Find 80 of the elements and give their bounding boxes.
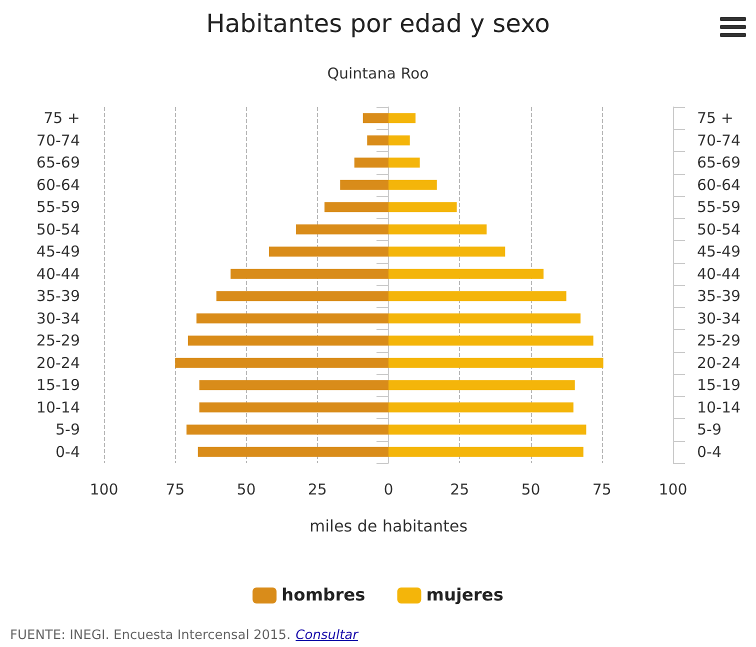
bar xyxy=(388,313,581,324)
chart-title: Habitantes por edad y sexo xyxy=(206,9,550,38)
y-tick-label: 50-54 xyxy=(697,220,741,238)
bar xyxy=(269,246,388,257)
bar xyxy=(388,446,584,457)
y-tick-label: 70-74 xyxy=(697,131,741,150)
y-tick-label: 0-4 xyxy=(697,442,722,461)
legend-label: hombres xyxy=(282,586,366,606)
y-tick-label: 45-49 xyxy=(697,242,741,261)
bar xyxy=(367,135,388,146)
source-note: FUENTE: INEGI. Encuesta Intercensal 2015. xyxy=(10,628,291,643)
bar xyxy=(388,158,420,168)
bar xyxy=(388,180,437,190)
bar xyxy=(388,424,586,435)
x-tick-label: 100 xyxy=(658,480,688,498)
y2-tick-label: 35-39 xyxy=(36,287,80,306)
x-tick-label: 75 xyxy=(166,480,185,498)
y2-tick-label: 20-24 xyxy=(36,354,80,372)
y-tick-label: 25-29 xyxy=(697,332,741,350)
bar xyxy=(230,268,388,279)
bar xyxy=(216,291,388,302)
y-tick-label: 30-34 xyxy=(697,309,741,328)
legend-label: mujeres xyxy=(426,586,504,606)
x-tick-label: 0 xyxy=(384,480,394,498)
y2-tick-label: 40-44 xyxy=(36,264,80,283)
bar xyxy=(388,135,410,146)
bar xyxy=(388,268,544,279)
bar xyxy=(388,402,574,412)
bar xyxy=(388,113,416,124)
bar xyxy=(199,402,388,412)
y2-tick-label: 30-34 xyxy=(36,309,80,328)
bar xyxy=(354,158,388,168)
y2-tick-label: 65-69 xyxy=(36,154,80,172)
bar xyxy=(175,358,388,368)
y-tick-label: 75 + xyxy=(697,109,734,128)
bar xyxy=(388,358,604,368)
y2-tick-label: 25-29 xyxy=(36,332,80,350)
y-tick-label: 20-24 xyxy=(697,354,741,372)
bar xyxy=(388,246,506,257)
y-tick-label: 65-69 xyxy=(697,154,741,172)
y-tick-label: 60-64 xyxy=(697,176,741,194)
bar xyxy=(186,424,388,435)
y2-tick-label: 10-14 xyxy=(36,398,80,416)
bar xyxy=(362,113,388,124)
bar xyxy=(388,202,457,212)
y2-tick-label: 50-54 xyxy=(36,220,80,238)
y2-tick-label: 5-9 xyxy=(56,420,80,439)
bar xyxy=(388,291,566,302)
bar xyxy=(199,380,388,390)
x-tick-label: 25 xyxy=(308,480,327,498)
y-tick-label: 55-59 xyxy=(697,198,741,216)
x-tick-label: 50 xyxy=(521,480,540,498)
x-axis-title: miles de habitantes xyxy=(309,516,468,536)
bar xyxy=(198,446,388,457)
bar xyxy=(296,224,388,234)
x-tick-label: 100 xyxy=(90,480,118,498)
y2-tick-label: 60-64 xyxy=(36,176,80,194)
x-tick-label: 50 xyxy=(236,480,256,498)
bar xyxy=(324,202,388,212)
y2-tick-label: 0-4 xyxy=(56,442,80,461)
y-tick-label: 5-9 xyxy=(697,420,722,439)
x-tick-label: 75 xyxy=(592,480,612,498)
y-tick-label: 40-44 xyxy=(697,264,741,283)
bar xyxy=(340,180,388,190)
y2-tick-label: 75 + xyxy=(44,109,80,128)
bar xyxy=(196,313,388,324)
y-tick-label: 35-39 xyxy=(697,287,741,306)
y2-tick-label: 70-74 xyxy=(36,131,80,150)
chart-subtitle: Quintana Roo xyxy=(327,64,429,82)
y2-tick-label: 55-59 xyxy=(36,198,80,216)
bar xyxy=(388,224,487,234)
x-tick-label: 25 xyxy=(450,480,470,498)
bar xyxy=(388,336,594,346)
text: Consultar xyxy=(296,628,358,643)
y2-tick-label: 45-49 xyxy=(36,242,80,261)
y2-tick-label: 15-19 xyxy=(36,376,80,394)
y-tick-label: 15-19 xyxy=(697,376,741,394)
bar xyxy=(388,380,575,390)
bar xyxy=(188,336,388,346)
y-tick-label: 10-14 xyxy=(697,398,741,416)
